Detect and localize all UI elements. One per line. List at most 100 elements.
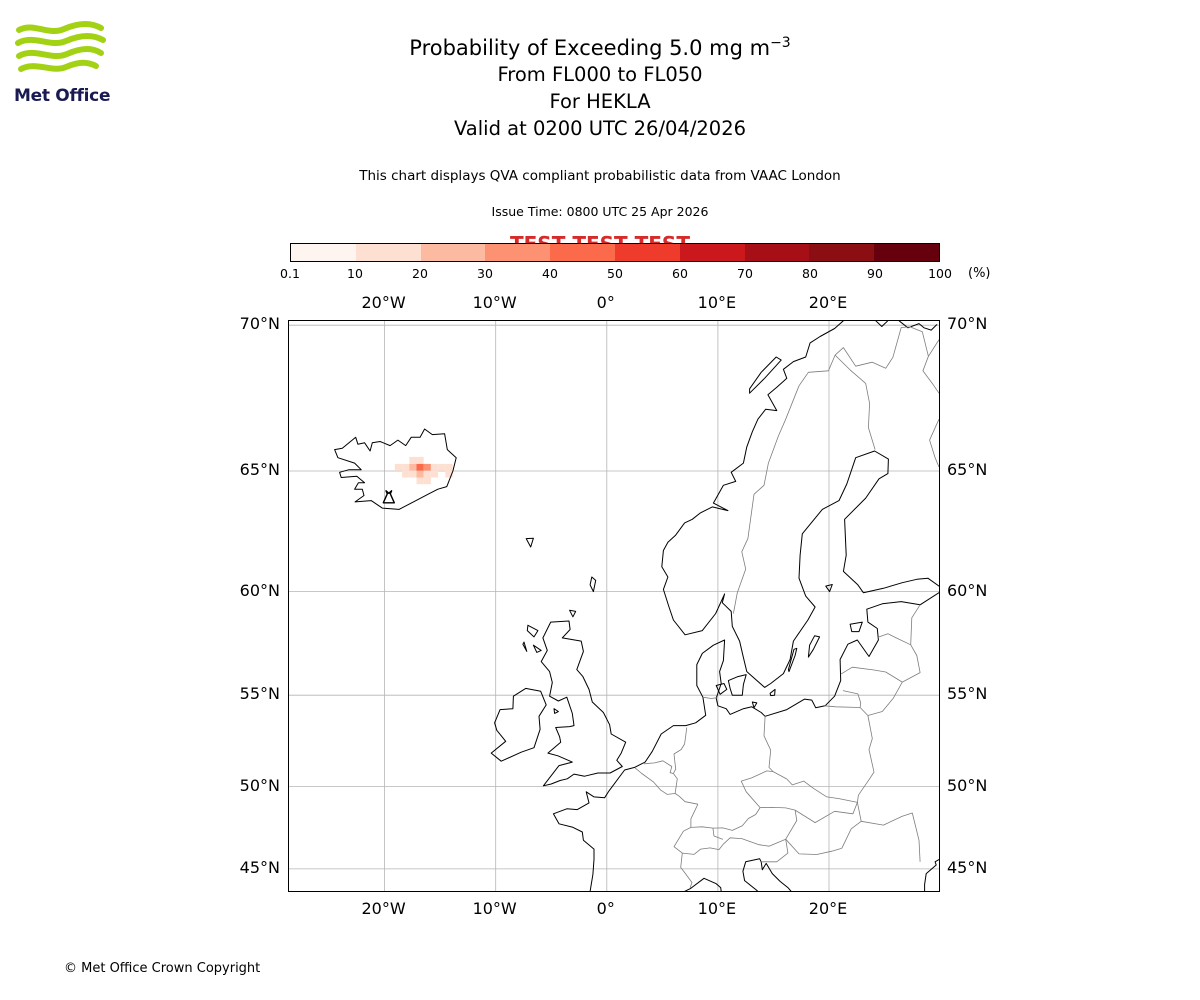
colorbar-unit-label: (%) bbox=[968, 266, 991, 281]
border-path bbox=[643, 760, 674, 774]
probability-cell bbox=[409, 470, 417, 478]
lon-tick-label-top: 20°W bbox=[361, 293, 406, 312]
copyright-notice: © Met Office Crown Copyright bbox=[64, 961, 261, 976]
valid-time-line: Valid at 0200 UTC 26/04/2026 bbox=[453, 117, 747, 140]
coastline-path bbox=[490, 687, 547, 762]
colorbar-segment bbox=[291, 244, 356, 261]
probability-cell bbox=[402, 463, 410, 471]
lon-tick-label-top: 20°E bbox=[808, 293, 848, 312]
coastline-path bbox=[825, 584, 833, 593]
coastline-path bbox=[749, 356, 782, 394]
colorbar-tick-label: 20 bbox=[412, 266, 428, 281]
coastline-path bbox=[552, 592, 939, 891]
probability-cell bbox=[423, 470, 431, 478]
coastline-path bbox=[924, 859, 939, 891]
lon-tick-label-bottom: 10°W bbox=[472, 899, 517, 918]
probability-cell bbox=[445, 463, 453, 471]
coastline-path bbox=[849, 621, 863, 633]
coastline-path bbox=[589, 576, 597, 593]
border-path bbox=[910, 604, 921, 645]
coastline-path bbox=[769, 688, 776, 697]
chart-title-text: Probability of Exceeding 5.0 mg m bbox=[409, 36, 771, 60]
colorbar-tick-label: 0.1 bbox=[280, 266, 300, 281]
border-path bbox=[741, 770, 774, 782]
border-path bbox=[902, 644, 921, 683]
lat-tick-label-left: 55°N bbox=[239, 684, 280, 704]
lat-tick-label-right: 60°N bbox=[947, 580, 988, 600]
colorbar-tick-label: 80 bbox=[802, 266, 818, 281]
probability-cell bbox=[409, 456, 417, 464]
border-path bbox=[634, 767, 676, 795]
coastline-path bbox=[334, 428, 457, 510]
coastline-path bbox=[553, 708, 559, 714]
border-path bbox=[877, 633, 911, 646]
lon-tick-label-top: 0° bbox=[596, 293, 615, 312]
colorbar-gradient bbox=[290, 243, 940, 262]
coastline-path bbox=[684, 877, 722, 891]
lon-tick-label-bottom: 20°W bbox=[361, 899, 406, 918]
lon-tick-label-top: 10°E bbox=[697, 293, 737, 312]
met-office-waves-icon bbox=[15, 21, 106, 72]
colorbar-tick-label: 30 bbox=[477, 266, 493, 281]
probability-cell bbox=[430, 463, 439, 471]
colorbar-segment bbox=[614, 244, 680, 261]
map-zone: 20°W 20°W 10°W 10°W 0° 0° 10°E 10°E 20°E 20°E 70°N… bbox=[240, 293, 988, 918]
coastline-path bbox=[540, 620, 627, 787]
border-path bbox=[794, 802, 858, 823]
europe-map bbox=[288, 320, 940, 892]
lat-tick-label-right: 70°N bbox=[947, 314, 988, 334]
chart-header: Probability of Exceeding 5.0 mg m−3 From… bbox=[0, 30, 1200, 256]
border-path bbox=[840, 666, 903, 683]
colorbar-tick-label: 10 bbox=[347, 266, 363, 281]
coastline-path bbox=[525, 537, 534, 548]
probability-cells bbox=[394, 456, 453, 485]
lat-tick-label-left: 45°N bbox=[239, 857, 280, 877]
border-path bbox=[673, 727, 688, 774]
coastline-path bbox=[742, 858, 792, 891]
border-path bbox=[841, 802, 862, 849]
border-path bbox=[740, 780, 761, 808]
lat-tick-label-right: 50°N bbox=[947, 775, 988, 795]
lon-tick-label-bottom: 10°E bbox=[697, 899, 737, 918]
coastline-path bbox=[727, 674, 747, 696]
colorbar-segment bbox=[874, 244, 939, 261]
probability-cell bbox=[430, 470, 439, 478]
colorbar-tick-label: 100 bbox=[928, 266, 952, 281]
coastline-path bbox=[787, 647, 798, 673]
lat-tick-label-left: 60°N bbox=[239, 580, 280, 600]
border-path bbox=[673, 773, 698, 805]
coastline-path bbox=[898, 321, 938, 331]
border-path bbox=[712, 807, 761, 831]
colorbar-tick-label: 90 bbox=[867, 266, 883, 281]
coastline-path bbox=[526, 624, 539, 638]
border-path bbox=[760, 807, 796, 811]
border-path bbox=[857, 707, 875, 803]
coastline-path bbox=[532, 644, 542, 653]
border-path bbox=[761, 839, 789, 863]
probability-cell bbox=[409, 463, 417, 471]
colorbar-segment bbox=[485, 244, 551, 261]
lat-tick-label-right: 55°N bbox=[947, 684, 988, 704]
probability-cell bbox=[402, 470, 410, 478]
volcano-name-line: For HEKLA bbox=[549, 90, 651, 113]
issue-time-line: Issue Time: 0800 UTC 25 Apr 2026 bbox=[491, 204, 709, 219]
probability-cell bbox=[438, 463, 446, 471]
map-canvas bbox=[289, 321, 939, 891]
colorbar-segment bbox=[809, 244, 875, 261]
met-office-logo: Met Office bbox=[14, 20, 114, 106]
lat-tick-label-left: 70°N bbox=[239, 314, 280, 334]
probability-cell bbox=[423, 463, 431, 471]
flight-level-line: From FL000 to FL050 bbox=[497, 63, 703, 86]
country-borders bbox=[634, 326, 939, 889]
border-path bbox=[929, 419, 939, 468]
probability-cell bbox=[416, 477, 424, 485]
lat-tick-label-right: 45°N bbox=[947, 857, 988, 877]
border-path bbox=[824, 705, 861, 708]
border-path bbox=[922, 356, 939, 394]
border-path bbox=[861, 812, 921, 862]
colorbar-segment bbox=[355, 244, 421, 261]
probability-cell bbox=[445, 470, 453, 478]
chart-title-exponent: −3 bbox=[770, 35, 791, 51]
border-path bbox=[834, 354, 876, 450]
